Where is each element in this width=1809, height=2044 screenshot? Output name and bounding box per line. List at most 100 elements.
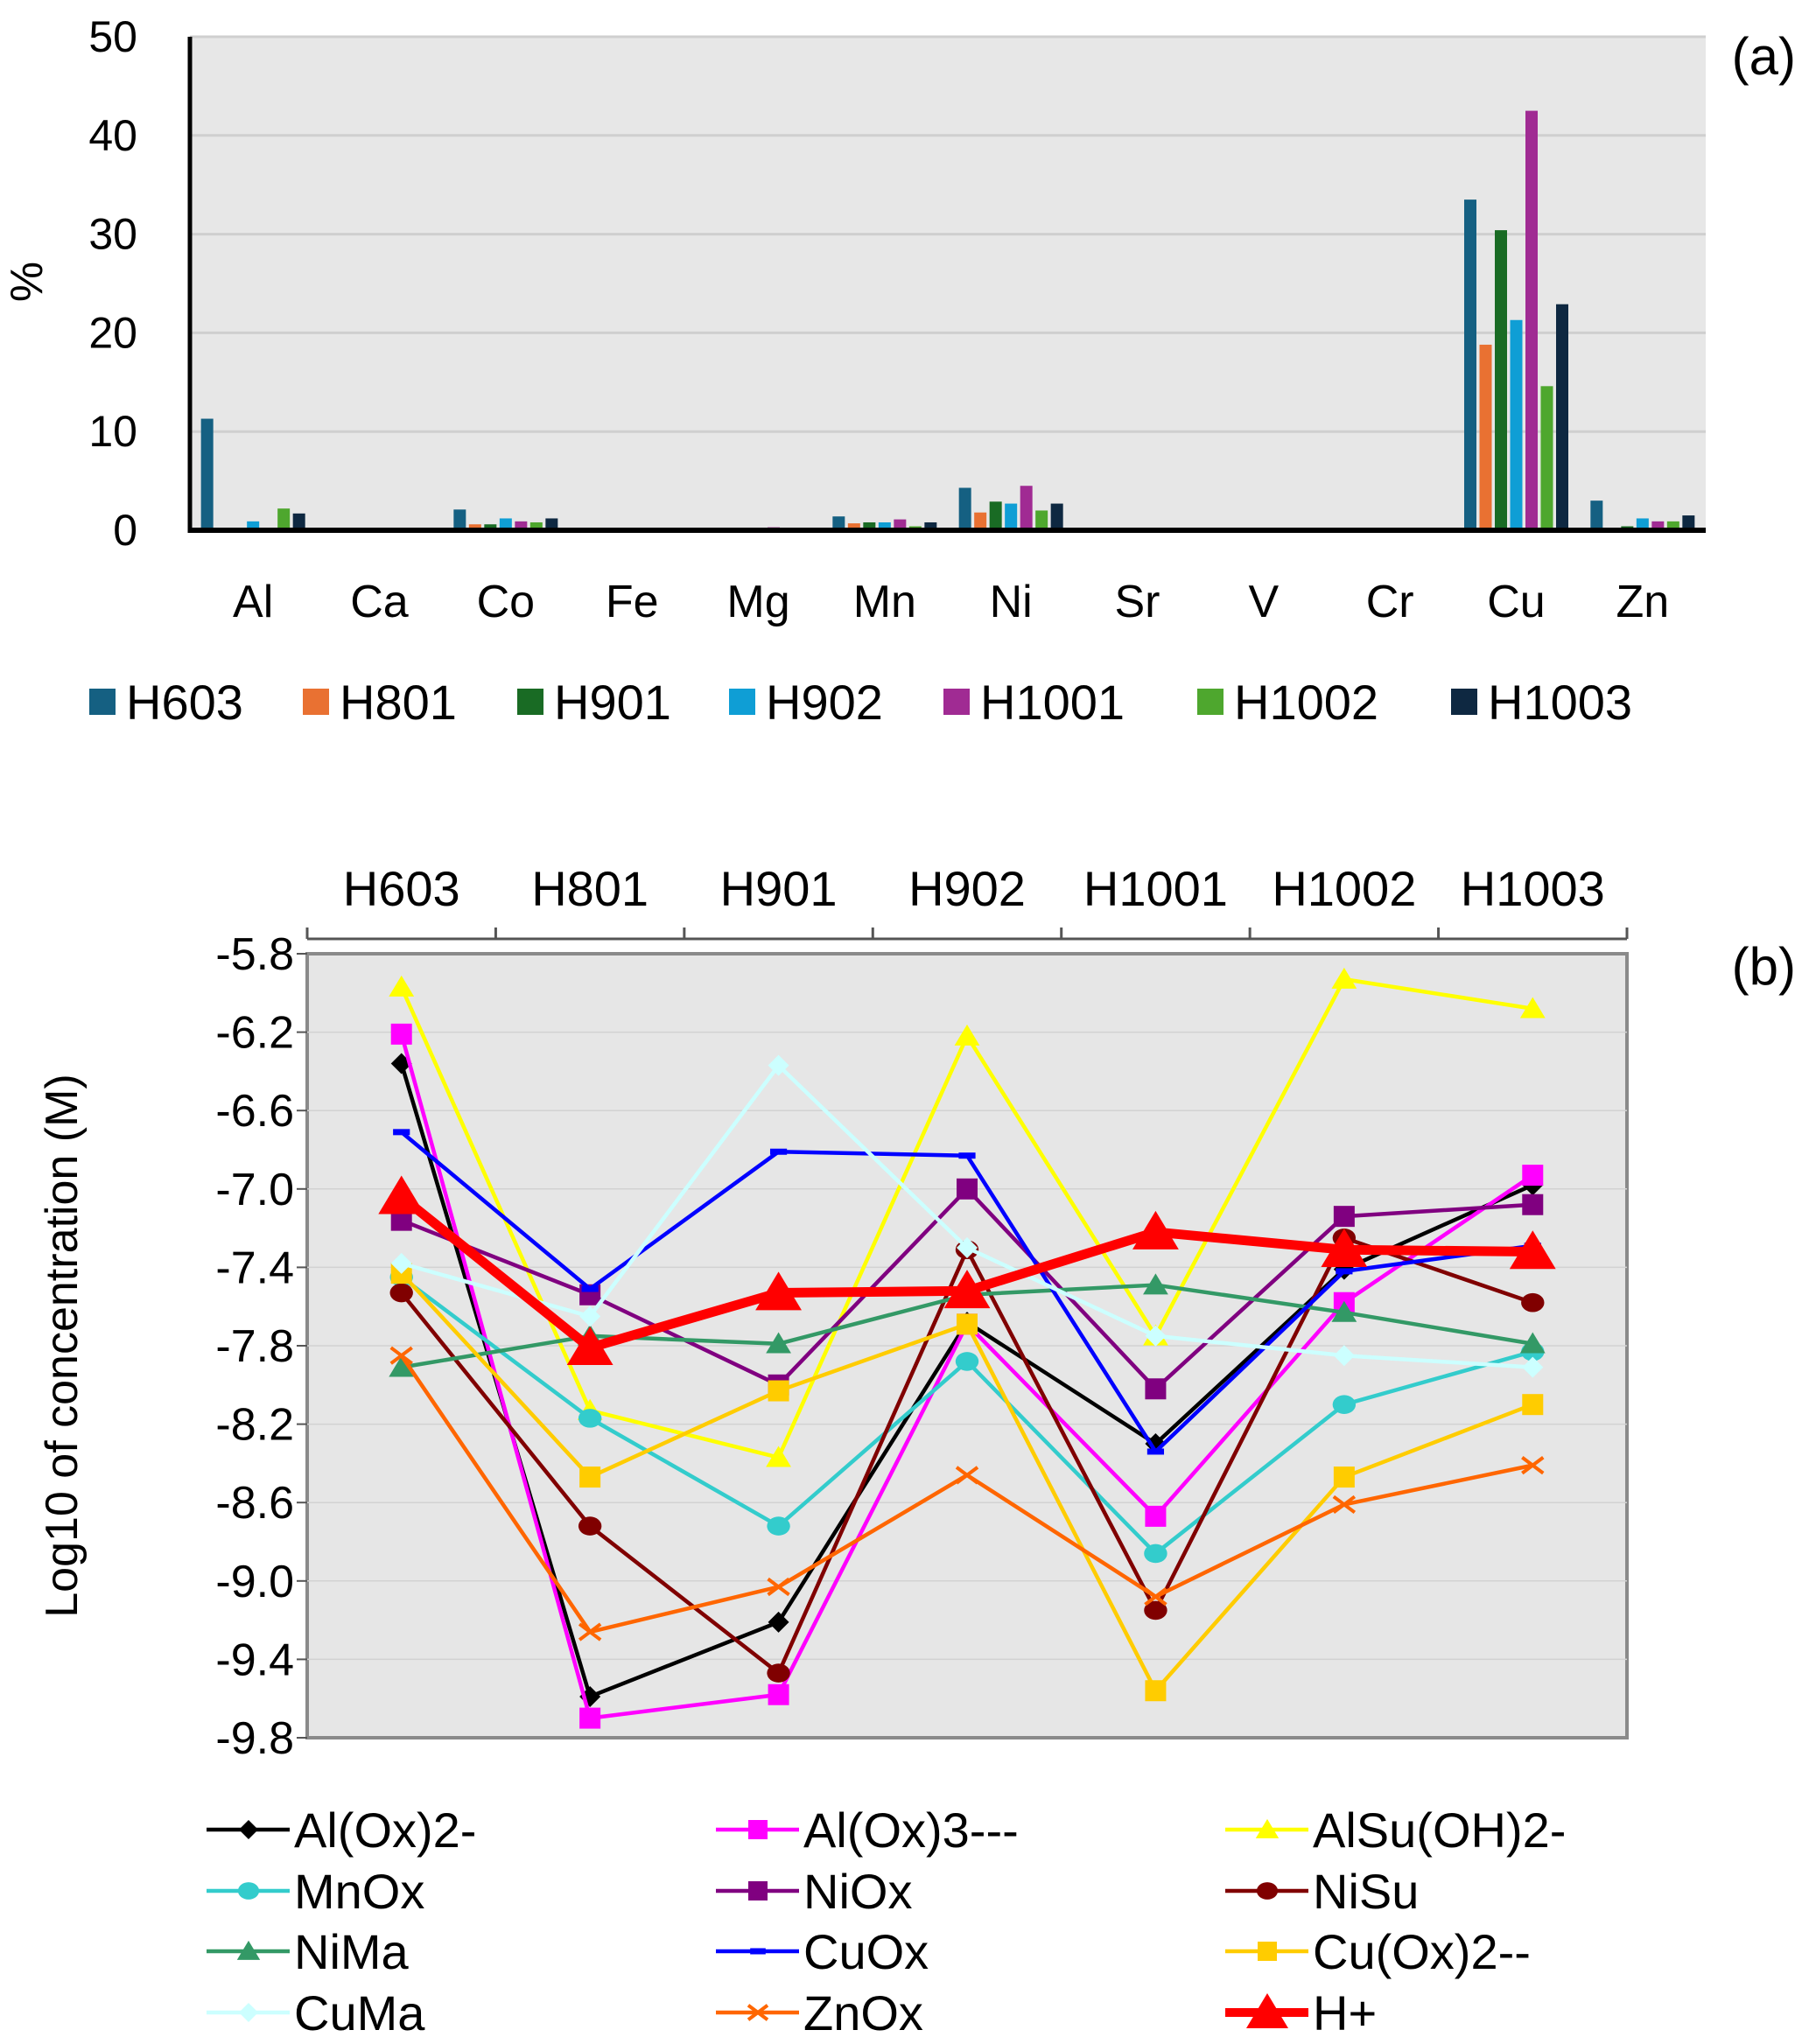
y-tick-label: -9.0 <box>215 1557 294 1607</box>
x-tick-label: H1001 <box>1083 861 1228 916</box>
data-point-Al(Ox)3----H801 <box>579 1707 601 1729</box>
data-point-NiOx-H902 <box>957 1178 978 1200</box>
data-point-Al(Ox)2--H901 <box>768 1611 789 1633</box>
legend-item-Cu(Ox)2--: Cu(Ox)2-- <box>1225 1924 1531 1979</box>
x-tick-label: H902 <box>908 861 1026 916</box>
data-point-CuOx-H901 <box>769 1148 788 1155</box>
legend-item-H902: H902 <box>729 675 883 730</box>
legend-item-CuOx: CuOx <box>716 1924 929 1979</box>
data-point-CuMa-H902 <box>957 1237 978 1258</box>
data-point-CuMa-H801 <box>579 1306 601 1327</box>
legend-label: CuOx <box>803 1924 929 1979</box>
y-tick-label: -7.4 <box>215 1242 294 1293</box>
x-tick-label: Cu <box>1487 577 1545 627</box>
legend-swatch <box>1197 689 1224 715</box>
bar-H603-Cu <box>1464 200 1476 530</box>
legend-label: H1002 <box>1234 675 1378 730</box>
bar-H902-Ni <box>1005 503 1018 530</box>
x-tick-label: Ni <box>990 577 1033 627</box>
data-point-CuOx-H902 <box>958 1152 976 1159</box>
legend-marker <box>1255 1818 1280 1838</box>
legend-item-H1002: H1002 <box>1197 675 1378 730</box>
data-point-NiOx-H1001 <box>1145 1378 1167 1400</box>
data-point-Cu(Ox)2---H901 <box>768 1380 789 1402</box>
y-tick-label: -8.2 <box>215 1400 294 1451</box>
legend-label: H1001 <box>980 675 1125 730</box>
data-point-MnOx-H901 <box>767 1516 790 1536</box>
data-point-MnOx-H902 <box>955 1352 979 1371</box>
bar-H801-Co <box>468 524 481 530</box>
bar-H902-Cu <box>1510 319 1523 530</box>
data-point-NiMa-H901 <box>766 1332 791 1354</box>
data-point-NiOx-H1003 <box>1522 1194 1544 1215</box>
bar-H1001-Ni <box>1020 486 1033 530</box>
legend-marker <box>236 1940 261 1960</box>
data-point-MnOx-H1001 <box>1144 1544 1167 1564</box>
bar-H1003-Cu <box>1556 304 1568 530</box>
legend-marker <box>239 2003 258 2022</box>
legend-item-AlSu(OH)2-: AlSu(OH)2- <box>1225 1802 1566 1858</box>
legend-swatch <box>729 689 755 715</box>
x-tick-label: Al <box>233 577 273 627</box>
data-point-Cu(Ox)2---H1002 <box>1333 1466 1355 1488</box>
data-point-Cu(Ox)2---H902 <box>957 1313 978 1335</box>
data-point-MnOx-H801 <box>578 1409 602 1428</box>
legend-swatch <box>303 689 329 715</box>
series-ZnOx <box>389 1346 1545 1642</box>
plot-area <box>190 37 1706 530</box>
legend-item-H1001: H1001 <box>943 675 1125 730</box>
legend-marker <box>748 1820 768 1839</box>
data-point-H+-H801 <box>566 1326 614 1366</box>
y-tick-label: 10 <box>88 407 137 456</box>
y-tick-label: -7.8 <box>215 1321 294 1372</box>
legend-label: NiOx <box>803 1864 912 1919</box>
y-tick-label: 0 <box>113 506 137 555</box>
legend-label: H901 <box>554 675 671 730</box>
bar-H603-Co <box>453 509 466 530</box>
y-tick-label: -6.6 <box>215 1086 294 1137</box>
panel-b-line-chart: -5.8 -6.2 -6.6 -7.0 -7.4 -7.8 -8.2 -8.6 -9.0 -9.4… <box>37 861 1796 2040</box>
bar-H1003-Co <box>545 518 558 530</box>
legend-label: NiSu <box>1313 1864 1419 1919</box>
legend-label: Cu(Ox)2-- <box>1313 1924 1531 1979</box>
data-point-H+-H1003 <box>1509 1230 1556 1270</box>
bar-H1003-Mn <box>924 522 937 530</box>
data-point-NiMa-H1003 <box>1519 1332 1546 1354</box>
legend-item-H801: H801 <box>303 675 457 730</box>
y-tick-label: 20 <box>88 308 137 357</box>
legend-item-H1003: H1003 <box>1451 675 1632 730</box>
y-tick-label: -9.8 <box>215 1713 294 1764</box>
series-Cu(Ox)2-- <box>390 1263 1544 1702</box>
data-point-H+-H902 <box>943 1270 991 1309</box>
bar-H603-Al <box>200 418 214 530</box>
legend-item-NiMa: NiMa <box>207 1924 410 1979</box>
y-tick-label: 50 <box>88 12 137 61</box>
series-CuMa <box>390 1054 1544 1378</box>
data-point-NiMa-H1002 <box>1331 1300 1357 1322</box>
legend-item-Al(Ox)2-: Al(Ox)2- <box>207 1802 476 1858</box>
legend-marker <box>1256 1882 1279 1900</box>
legend-swatch <box>943 689 970 715</box>
bar-H901-Co <box>484 524 497 530</box>
bar-H1002-Co <box>529 522 543 530</box>
bar-H1002-Cu <box>1540 386 1553 530</box>
bar-H901-Ni <box>989 501 1002 530</box>
data-point-CuOx-H1002 <box>1336 1268 1353 1275</box>
x-tick-label: Sr <box>1115 577 1160 627</box>
bar-H1002-Al <box>277 508 291 530</box>
data-point-CuMa-H901 <box>768 1054 789 1076</box>
legend-item-ZnOx: ZnOx <box>716 1985 923 2040</box>
y-tick-label: 40 <box>88 111 137 160</box>
legend-marker <box>747 2004 769 2021</box>
data-point-AlSu(OH)2--H902 <box>954 1024 980 1046</box>
data-point-NiSu-H1003 <box>1521 1292 1545 1312</box>
data-point-CuOx-H1001 <box>1146 1448 1165 1455</box>
legend-label: H603 <box>126 675 243 730</box>
bar-H603-Mn <box>832 516 845 530</box>
data-point-NiOx-H1002 <box>1333 1206 1355 1228</box>
data-point-NiSu-H1001 <box>1144 1600 1167 1620</box>
x-tick-label: H801 <box>531 861 649 916</box>
data-point-H+-H901 <box>755 1271 802 1311</box>
legend-marker <box>237 1882 260 1900</box>
x-tick-label: Co <box>477 577 535 627</box>
